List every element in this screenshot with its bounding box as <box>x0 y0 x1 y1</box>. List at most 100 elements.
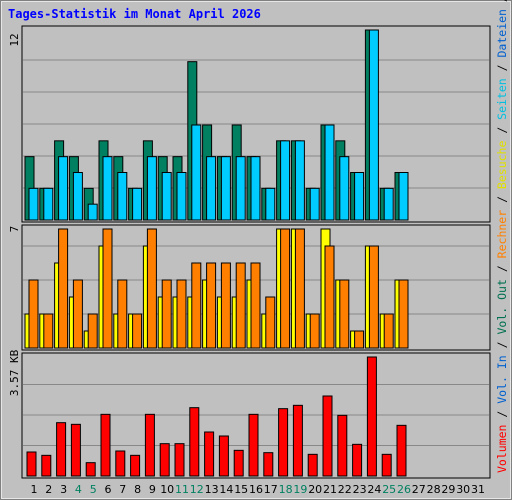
bar-visits-series2-day-3 <box>58 228 69 349</box>
bar-requests-series2-day-24 <box>368 29 379 221</box>
chart-title: Tages-Statistik im Monat April 2026 <box>8 7 261 21</box>
bar-volume-series1-day-6 <box>100 413 111 477</box>
bar-volume-series1-day-20 <box>307 453 318 477</box>
bar-visits-series2-day-19 <box>294 228 305 349</box>
bar-visits-series2-day-7 <box>117 279 128 349</box>
bar-requests-series2-day-5 <box>87 203 98 221</box>
bar-volume-series1-day-11 <box>174 443 185 477</box>
bar-volume-series1-day-14 <box>218 435 229 477</box>
bar-requests-series2-day-8 <box>132 187 143 221</box>
bar-requests-series2-day-25 <box>383 187 394 221</box>
bar-visits-series2-day-18 <box>280 228 291 349</box>
bar-volume-series1-day-25 <box>381 453 392 477</box>
x-axis-day-label: 24 <box>367 483 381 496</box>
bar-visits-series2-day-16 <box>250 262 261 349</box>
x-axis-day-label: 9 <box>149 483 156 496</box>
bar-visits-series2-day-2 <box>43 313 54 349</box>
bar-volume-series1-day-4 <box>70 423 81 477</box>
requests-axis-max-label: 12 <box>8 33 21 46</box>
x-axis-day-label: 23 <box>353 483 367 496</box>
x-axis-day-label: 31 <box>471 483 485 496</box>
legend-separator: / <box>495 404 509 425</box>
legend-separator: / <box>495 58 509 79</box>
legend-separator: / <box>495 189 509 210</box>
bar-requests-series2-day-22 <box>339 156 350 221</box>
bar-requests-series2-day-14 <box>220 156 231 221</box>
x-axis-day-label: 2 <box>45 483 52 496</box>
x-axis-day-label: 21 <box>323 483 337 496</box>
bar-volume-series1-day-17 <box>263 452 274 477</box>
visits-axis-max-label: 7 <box>8 226 21 233</box>
volume-axis-max-label: 3.57 KB <box>8 349 21 396</box>
x-axis-day-label: 7 <box>119 483 126 496</box>
bar-volume-series1-day-24 <box>366 356 377 477</box>
bar-volume-series1-day-16 <box>248 413 259 477</box>
x-axis-day-label: 3 <box>60 483 67 496</box>
bar-volume-series1-day-15 <box>233 449 244 477</box>
x-axis-day-label: 19 <box>293 483 307 496</box>
bar-requests-series2-day-16 <box>250 156 261 221</box>
bar-visits-series2-day-5 <box>87 313 98 349</box>
legend-entry: Vol. Out <box>495 279 509 334</box>
x-axis-day-label: 4 <box>75 483 82 496</box>
x-axis-day-label: 28 <box>427 483 441 496</box>
bar-visits-series2-day-21 <box>324 245 335 349</box>
bar-volume-series1-day-23 <box>352 443 363 477</box>
legend-entry: Besuche <box>495 141 509 190</box>
bar-visits-series2-day-23 <box>354 330 365 349</box>
bar-visits-series2-day-12 <box>191 262 202 349</box>
bar-visits-series2-day-1 <box>28 279 39 349</box>
bar-requests-series2-day-2 <box>43 187 54 221</box>
x-axis-day-labels: 1 2 3 4 5 6 7 8 9 10 11 12 13 14 15 16 17 18 19 20 21 22 23 24 2… <box>31 483 486 496</box>
legend-separator: / <box>495 0 509 9</box>
bar-volume-series1-day-12 <box>189 407 200 477</box>
bar-visits-series2-day-10 <box>161 279 172 349</box>
bar-visits-series2-day-8 <box>132 313 143 349</box>
gridlines <box>23 59 489 446</box>
x-axis-day-label: 18 <box>279 483 293 496</box>
bar-visits-series2-day-24 <box>368 245 379 349</box>
bar-visits-series2-day-22 <box>339 279 350 349</box>
x-axis-day-label: 30 <box>456 483 470 496</box>
legend-separator: / <box>495 335 509 356</box>
x-axis-day-label: 16 <box>249 483 263 496</box>
bar-volume-series1-day-2 <box>41 454 52 477</box>
x-axis-day-label: 27 <box>412 483 426 496</box>
bars <box>24 29 409 477</box>
bar-visits-series2-day-26 <box>398 279 409 349</box>
bar-volume-series1-day-19 <box>292 404 303 477</box>
bar-visits-series2-day-9 <box>146 228 157 349</box>
x-axis-day-label: 12 <box>190 483 204 496</box>
bar-requests-series2-day-23 <box>354 172 365 221</box>
legend-separator: / <box>495 120 509 141</box>
x-axis-day-label: 15 <box>234 483 248 496</box>
legend-entry: Dateien <box>495 9 509 57</box>
bar-requests-series2-day-6 <box>102 156 113 221</box>
bar-volume-series1-day-7 <box>115 450 126 477</box>
bar-visits-series2-day-20 <box>309 313 320 349</box>
bar-visits-series2-day-17 <box>265 296 276 349</box>
chart-panels <box>21 25 491 479</box>
x-axis-day-label: 10 <box>160 483 174 496</box>
bar-requests-series2-day-4 <box>72 172 83 221</box>
bar-volume-series1-day-9 <box>144 413 155 477</box>
bar-visits-series2-day-4 <box>72 279 83 349</box>
bar-requests-series2-day-12 <box>191 124 202 221</box>
bar-volume-series1-day-22 <box>337 414 348 477</box>
bar-requests-series2-day-20 <box>309 187 320 221</box>
x-axis-day-label: 17 <box>264 483 278 496</box>
x-axis-day-label: 26 <box>397 483 411 496</box>
bar-requests-series2-day-11 <box>176 172 187 221</box>
bar-requests-series2-day-1 <box>28 187 39 221</box>
bar-visits-series2-day-14 <box>220 262 231 349</box>
bar-requests-series2-day-18 <box>280 140 291 221</box>
x-axis-day-label: 29 <box>441 483 455 496</box>
bar-volume-series1-day-5 <box>85 462 96 477</box>
bar-requests-series2-day-10 <box>161 172 172 221</box>
bar-requests-series2-day-19 <box>294 140 305 221</box>
bar-volume-series1-day-21 <box>322 395 333 477</box>
x-axis-day-label: 25 <box>382 483 396 496</box>
bar-volume-series1-day-8 <box>130 454 141 477</box>
